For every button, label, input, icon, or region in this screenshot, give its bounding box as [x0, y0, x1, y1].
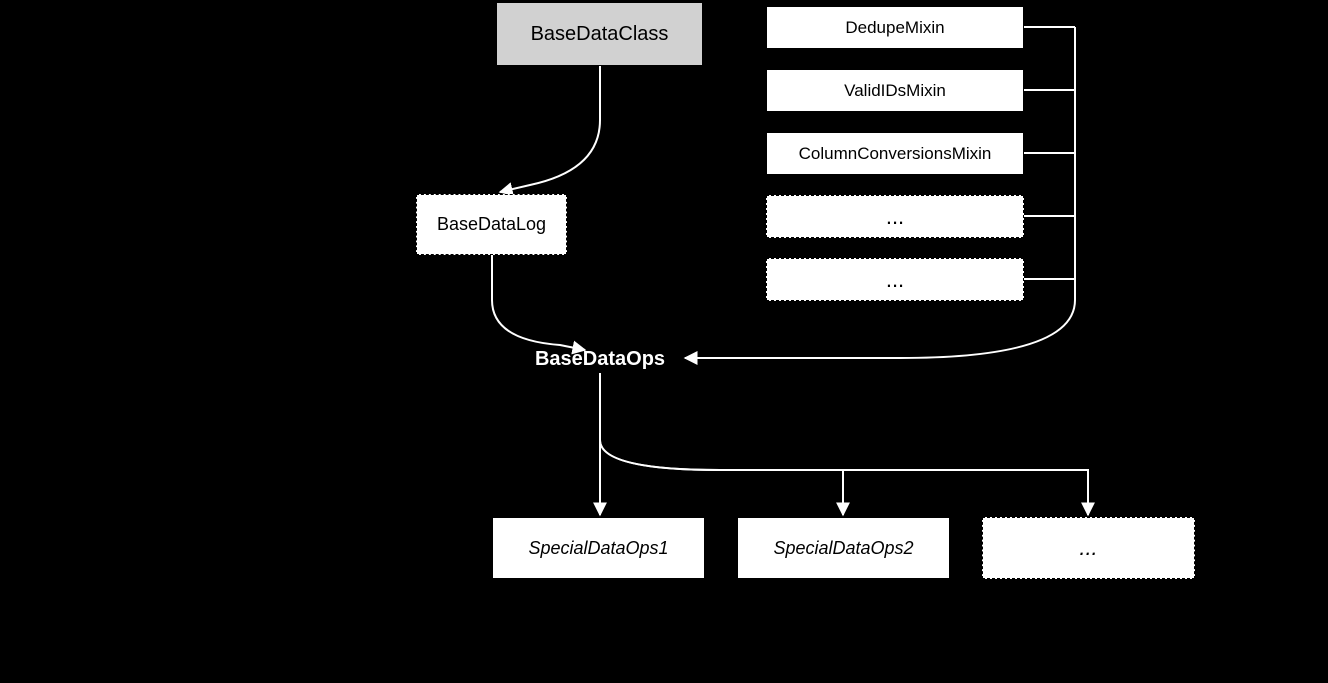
node-special-data-ops-1: SpecialDataOps1: [492, 517, 705, 579]
node-label: BaseDataOps: [535, 348, 665, 371]
node-base-data-log: BaseDataLog: [416, 194, 567, 255]
node-label: SpecialDataOps2: [773, 538, 913, 559]
node-label: ...: [886, 204, 904, 230]
edge-ops-to-special3: [600, 440, 1088, 515]
node-valid-ids-mixin: ValidIDsMixin: [766, 69, 1024, 112]
edge-basedataclass-to-basedatalog: [500, 66, 600, 192]
node-label: SpecialDataOps1: [528, 538, 668, 559]
node-base-data-class: BaseDataClass: [496, 2, 703, 66]
node-label: ValidIDsMixin: [844, 81, 946, 101]
node-special-ellipsis: ...: [982, 517, 1195, 579]
node-label: ColumnConversionsMixin: [799, 144, 992, 164]
node-label: ...: [1079, 535, 1097, 561]
node-label: BaseDataLog: [437, 214, 546, 235]
node-label: DedupeMixin: [845, 18, 944, 38]
node-special-data-ops-2: SpecialDataOps2: [737, 517, 950, 579]
node-label: ...: [886, 267, 904, 293]
edge-ops-to-special2: [600, 440, 843, 515]
node-dedupe-mixin: DedupeMixin: [766, 6, 1024, 49]
node-column-conversions-mixin: ColumnConversionsMixin: [766, 132, 1024, 175]
node-mixin-ellipsis-1: ...: [766, 195, 1024, 238]
edge-basedatalog-to-basedataops: [492, 255, 585, 350]
node-label: BaseDataClass: [531, 23, 669, 46]
node-mixin-ellipsis-2: ...: [766, 258, 1024, 301]
edges-layer: [0, 0, 1328, 683]
node-base-data-ops: BaseDataOps: [520, 345, 680, 373]
